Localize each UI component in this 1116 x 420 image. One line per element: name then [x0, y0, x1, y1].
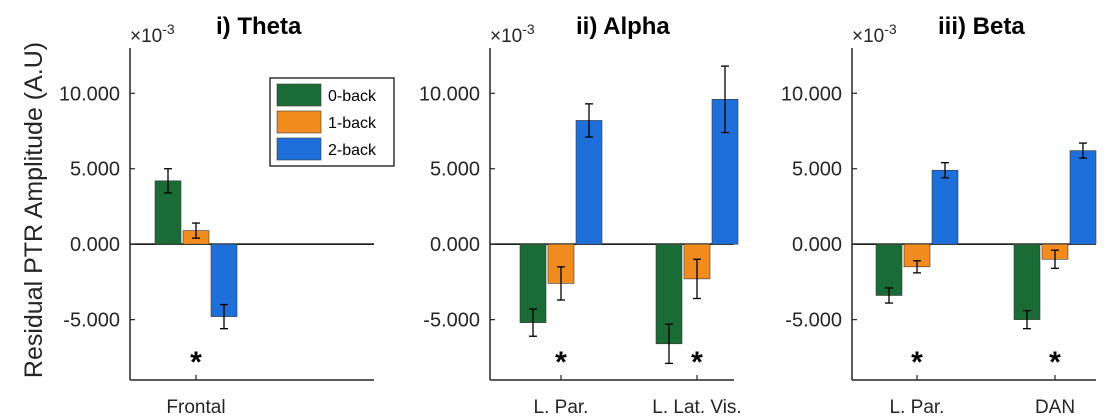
legend: 0-back 1-back 2-back: [269, 77, 395, 167]
y-axis-label: Residual PTR Amplitude (A.U): [20, 42, 48, 378]
y-tick-label: 0.000: [792, 234, 842, 256]
category-label: DAN: [1035, 397, 1075, 418]
legend-label: 0-back: [328, 88, 377, 105]
category-label: L. Lat. Vis.: [652, 397, 741, 418]
legend-swatch-2-back: [276, 137, 322, 161]
y-tick-label: 10.000: [419, 83, 480, 105]
exponent-superscript: -3: [884, 21, 897, 37]
panel-title: iii) Beta: [938, 13, 1025, 40]
y-tick-label: 0.000: [70, 234, 120, 256]
legend-label: 2-back: [328, 142, 377, 159]
y-tick-label: -5.000: [785, 310, 842, 332]
y-tick-label: 5.000: [430, 159, 480, 181]
significance-marker: *: [190, 346, 202, 379]
y-tick-label: 5.000: [70, 159, 120, 181]
legend-label: 1-back: [328, 115, 377, 132]
y-tick-label: 5.000: [792, 159, 842, 181]
panel-title: i) Theta: [216, 13, 302, 40]
y-tick-label: 10.000: [59, 83, 120, 105]
exponent-superscript: -3: [522, 21, 535, 37]
y-tick-label: 0.000: [430, 234, 480, 256]
panel-1: -5.000 0.000 5.000 10.000 ×10-3 i) Theta Front…: [59, 13, 374, 418]
panel-3: -5.000 0.000 5.000 10.000 ×10-3 iii) Beta L. P…: [781, 13, 1097, 418]
bar-2-back: [575, 120, 603, 245]
legend-swatch-1-back: [276, 110, 322, 134]
exponent-label: ×10-3: [490, 21, 535, 47]
y-tick-label: -5.000: [63, 310, 120, 332]
significance-marker: *: [555, 346, 567, 379]
significance-marker: *: [691, 346, 703, 379]
exponent-superscript: -3: [162, 21, 175, 37]
bar-2-back: [931, 169, 959, 245]
panel-2: -5.000 0.000 5.000 10.000 ×10-3 ii) Alpha L. P…: [419, 13, 742, 418]
exponent-label: ×10-3: [852, 21, 897, 47]
significance-marker: *: [911, 346, 923, 379]
exponent-label: ×10-3: [130, 21, 175, 47]
panel-title: ii) Alpha: [576, 13, 670, 40]
category-label: L. Par.: [890, 397, 945, 418]
panels: -5.000 0.000 5.000 10.000 ×10-3 i) Theta Front…: [59, 13, 1097, 418]
significance-marker: *: [1049, 346, 1061, 379]
category-label: L. Par.: [534, 397, 589, 418]
bar-0-back: [875, 243, 903, 296]
bar-0-back: [1013, 243, 1041, 320]
category-label: Frontal: [166, 397, 225, 418]
bar-2-back: [1069, 150, 1097, 245]
y-tick-label: 10.000: [781, 83, 842, 105]
y-tick-label: -5.000: [423, 310, 480, 332]
legend-swatch-0-back: [276, 83, 322, 107]
